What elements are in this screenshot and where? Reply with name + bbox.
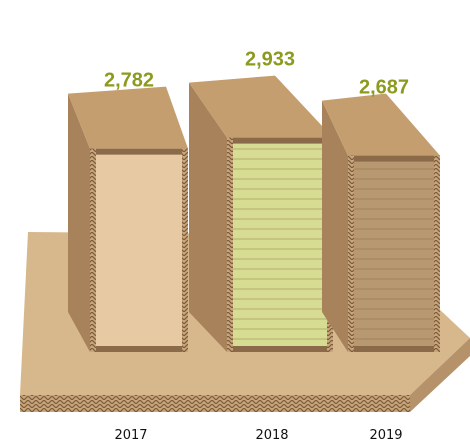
bar-face-2017 xyxy=(96,154,182,346)
year-label-2017: 2017 xyxy=(114,428,147,443)
bar-2017 xyxy=(68,86,188,352)
value-label-2017: 2,782 xyxy=(104,70,154,92)
bar-top-2019 xyxy=(322,93,440,156)
bar-edge-right-2019 xyxy=(434,155,440,352)
value-label-2018: 2,933 xyxy=(245,49,295,71)
pallet-side xyxy=(410,338,470,412)
bar-group xyxy=(68,75,440,353)
value-label-2019: 2,687 xyxy=(359,77,409,99)
year-label-group: 2017 2018 2019 xyxy=(114,428,402,443)
year-label-2018: 2018 xyxy=(255,428,288,443)
bar-side-2018 xyxy=(189,82,227,352)
bar-edge-right-2017 xyxy=(182,148,188,352)
bar-side-2017 xyxy=(68,93,90,352)
bar-side-2019 xyxy=(322,100,348,353)
pallet-edge xyxy=(20,395,410,412)
bar-corrugation-2018 xyxy=(233,143,327,346)
bar-edge-left-2019 xyxy=(348,155,354,352)
bar-edge-left-2017 xyxy=(90,148,96,352)
bar-2019 xyxy=(322,93,440,353)
bar-top-2017 xyxy=(68,86,188,149)
bar-top-2018 xyxy=(189,75,333,138)
value-label-group: 2,782 2,933 2,687 xyxy=(104,49,409,99)
bar-edge-left-2018 xyxy=(227,137,233,352)
bar-2018 xyxy=(189,75,333,352)
bar-corrugation-2019 xyxy=(354,161,434,346)
year-label-2019: 2019 xyxy=(369,428,402,443)
